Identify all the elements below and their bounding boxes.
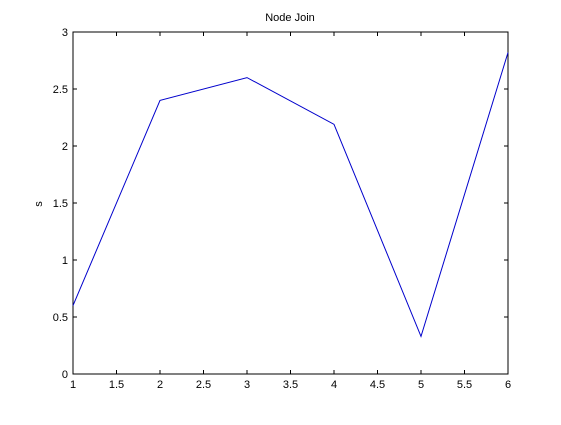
- x-tick-label: 4: [331, 379, 337, 391]
- x-axis: 1 1.5 2 2.5 3 3.5 4 4.5 5 5.5 6: [70, 32, 511, 391]
- y-tick-label: 0: [62, 369, 68, 381]
- x-tick-label: 5.5: [457, 379, 472, 391]
- x-tick-label: 1.5: [109, 379, 124, 391]
- chart-title: Node Join: [265, 12, 315, 24]
- series-line: [72, 52, 509, 338]
- x-tick-label: 4.5: [370, 379, 385, 391]
- y-axis-label: s: [33, 201, 45, 207]
- x-tick-label: 1: [70, 379, 76, 391]
- x-tick-label: 2.5: [196, 379, 211, 391]
- x-tick-label: 5: [418, 379, 424, 391]
- series-layer: [72, 52, 509, 338]
- x-tick-label: 2: [157, 379, 163, 391]
- y-tick-label: 1: [62, 255, 68, 267]
- y-tick-label: 3: [62, 27, 68, 39]
- x-tick-label: 3.5: [283, 379, 298, 391]
- x-tick-label: 6: [505, 379, 511, 391]
- y-tick-label: 2: [62, 141, 68, 153]
- y-tick-label: 2.5: [53, 84, 68, 96]
- y-tick-label: 1.5: [53, 198, 68, 210]
- y-tick-label: 0.5: [53, 312, 68, 324]
- x-tick-label: 3: [244, 379, 250, 391]
- y-axis: 0 0.5 1 1.5 2 2.5 3: [53, 27, 508, 381]
- plot-area: [72, 31, 509, 375]
